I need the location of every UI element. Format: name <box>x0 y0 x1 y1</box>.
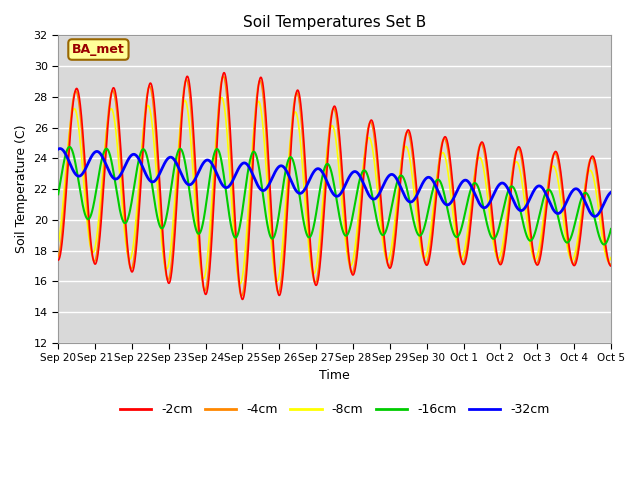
-4cm <box>238 293 246 299</box>
-2cm <box>209 224 216 229</box>
-4cm <box>54 254 62 260</box>
-2cm <box>173 203 180 209</box>
-2cm <box>607 263 614 269</box>
-32cm <box>173 161 180 167</box>
-8cm <box>209 185 216 191</box>
Legend: -2cm, -4cm, -8cm, -16cm, -32cm: -2cm, -4cm, -8cm, -16cm, -32cm <box>115 398 554 421</box>
-4cm <box>389 250 397 255</box>
-2cm <box>239 297 246 302</box>
-32cm <box>54 146 62 152</box>
-32cm <box>607 190 614 195</box>
-4cm <box>607 261 614 267</box>
-16cm <box>399 173 406 179</box>
-16cm <box>555 216 563 222</box>
-16cm <box>173 153 180 158</box>
-16cm <box>607 227 614 232</box>
-16cm <box>209 157 216 163</box>
-2cm <box>54 257 62 263</box>
-32cm <box>555 211 563 216</box>
-2cm <box>399 158 406 164</box>
Line: -32cm: -32cm <box>58 148 611 216</box>
-2cm <box>220 70 228 75</box>
Line: -2cm: -2cm <box>58 72 611 300</box>
Text: BA_met: BA_met <box>72 43 125 56</box>
-8cm <box>54 240 62 246</box>
-32cm <box>388 172 396 178</box>
-2cm <box>607 263 615 269</box>
Line: -8cm: -8cm <box>58 97 611 284</box>
-4cm <box>209 207 216 213</box>
X-axis label: Time: Time <box>319 369 350 382</box>
-4cm <box>607 261 615 267</box>
-8cm <box>173 169 180 175</box>
-16cm <box>54 192 62 197</box>
-8cm <box>607 255 614 261</box>
-4cm <box>220 73 227 79</box>
-8cm <box>555 182 563 188</box>
Y-axis label: Soil Temperature (C): Soil Temperature (C) <box>15 125 28 253</box>
-32cm <box>209 162 216 168</box>
-32cm <box>56 145 64 151</box>
Line: -16cm: -16cm <box>58 147 611 244</box>
-8cm <box>399 153 406 158</box>
-8cm <box>236 281 244 287</box>
-4cm <box>555 163 563 168</box>
-32cm <box>399 188 406 194</box>
-32cm <box>607 189 615 195</box>
-4cm <box>173 187 180 193</box>
-16cm <box>600 241 608 247</box>
-8cm <box>218 95 225 100</box>
-2cm <box>555 156 563 162</box>
-16cm <box>388 199 396 205</box>
-8cm <box>389 236 397 241</box>
Title: Soil Temperatures Set B: Soil Temperatures Set B <box>243 15 426 30</box>
-2cm <box>389 257 397 263</box>
-16cm <box>607 226 615 232</box>
-32cm <box>591 214 598 219</box>
-16cm <box>66 144 74 150</box>
-4cm <box>399 151 406 156</box>
-8cm <box>607 255 615 261</box>
Line: -4cm: -4cm <box>58 76 611 296</box>
